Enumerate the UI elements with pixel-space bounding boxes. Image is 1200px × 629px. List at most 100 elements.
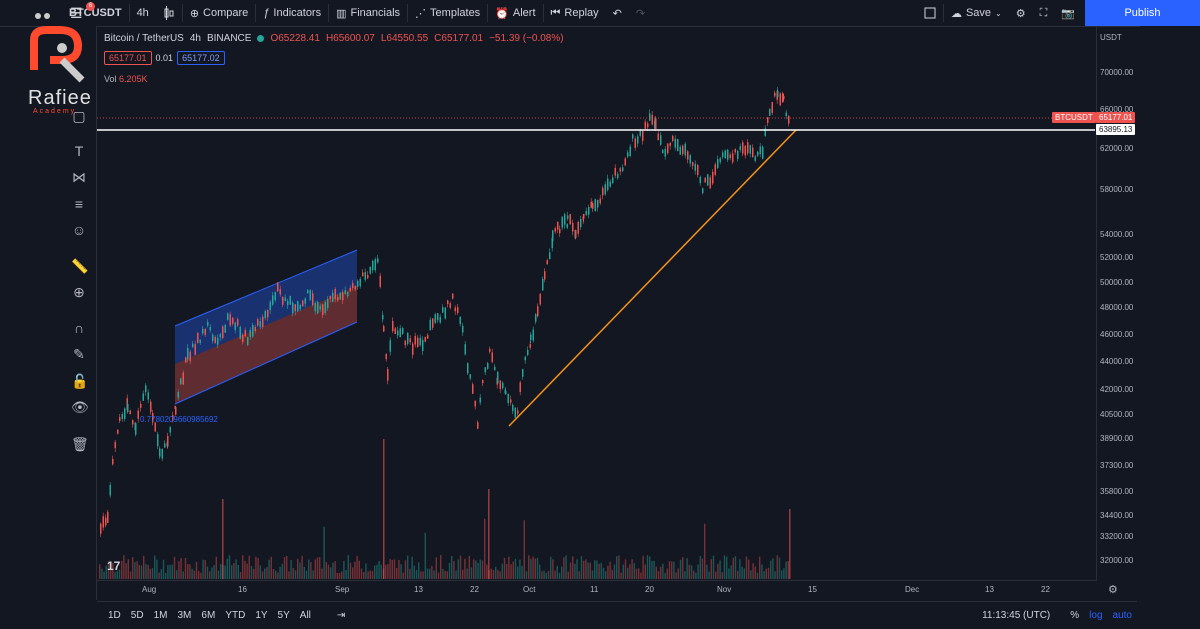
volume-bar (371, 570, 374, 579)
percent-toggle[interactable]: % (1070, 610, 1080, 621)
symbol-search[interactable]: BTCUSDT (62, 0, 129, 26)
interval-button[interactable]: 4h (130, 0, 156, 26)
range-1d[interactable]: 1D (108, 610, 121, 621)
candle-body (535, 314, 537, 322)
volume-bar (424, 532, 426, 579)
eye-icon[interactable]: 👁 (71, 399, 89, 415)
candle-body (479, 397, 481, 403)
candle-body (444, 307, 446, 319)
candle-body (437, 313, 439, 321)
volume-bar (233, 563, 235, 579)
candle-body (314, 303, 316, 312)
indicators-button[interactable]: ƒ Indicators (256, 0, 328, 26)
camera-icon[interactable]: 📷 (1061, 7, 1075, 20)
candle-body (747, 142, 749, 154)
candle-body (654, 120, 656, 129)
replay-button[interactable]: ⏮ Replay (544, 0, 606, 26)
rectangle-tool-icon[interactable]: ▢ (72, 108, 86, 124)
clock[interactable]: 11:13:45 (UTC) (982, 610, 1051, 621)
volume-bar (541, 571, 543, 579)
volume-bar (334, 561, 336, 579)
magnet-icon[interactable]: ∩ (73, 320, 85, 336)
redo-icon[interactable]: ↷ (635, 7, 646, 20)
candle-body (209, 327, 211, 331)
emoji-icon[interactable]: ☺ (71, 222, 87, 238)
range-all[interactable]: All (299, 610, 311, 621)
volume-bar (594, 560, 596, 579)
volume-bar (455, 570, 457, 579)
range-ytd[interactable]: YTD (225, 610, 246, 621)
volume-bar (457, 559, 459, 579)
prediction-tool-icon[interactable]: ≡ (74, 196, 84, 212)
candle-body (274, 292, 276, 300)
range-5d[interactable]: 5D (130, 610, 144, 621)
candle-body (169, 427, 171, 433)
zoom-in-icon[interactable]: ⊕ (73, 284, 85, 300)
candle-body (387, 369, 389, 381)
fullscreen-icon[interactable]: ⛶ (1039, 6, 1048, 19)
time-axis[interactable] (97, 580, 1097, 601)
candle-body (327, 299, 329, 309)
candle-body (602, 187, 604, 196)
candle-body (660, 135, 662, 145)
volume-bar (721, 572, 723, 579)
volume-bar (383, 439, 385, 579)
channel-top-line (174, 249, 358, 327)
volume-bar (737, 571, 739, 579)
candle-body (257, 319, 259, 326)
log-toggle[interactable]: log (1089, 610, 1103, 621)
alert-button[interactable]: ⏰ Alert (488, 0, 542, 26)
candle-body (644, 121, 646, 129)
volume-bar (495, 566, 497, 579)
candle-body (334, 289, 336, 300)
candle-body (284, 297, 286, 302)
volume-bar (435, 557, 437, 579)
text-tool-icon[interactable]: T (74, 143, 84, 159)
price-scale[interactable] (1096, 26, 1141, 580)
financials-button[interactable]: ▥ Financials (329, 0, 407, 26)
candle-body (127, 403, 129, 413)
pattern-tool-icon[interactable]: ⋈ (72, 169, 86, 185)
volume-bar (607, 565, 609, 579)
currency-label[interactable]: USDT (1100, 33, 1122, 42)
candle-body (559, 228, 561, 234)
lock-icon[interactable]: 🔓 (71, 373, 89, 389)
range-6m[interactable]: 6M (201, 610, 216, 621)
candle-body (482, 379, 484, 384)
goto-date-icon[interactable]: ⇥ (336, 610, 346, 621)
menu-icon[interactable]: ☰ (70, 5, 83, 21)
ruler-icon[interactable]: 📏 (71, 258, 89, 274)
candle-body (689, 155, 691, 164)
range-5y[interactable]: 5Y (277, 610, 290, 621)
candle-body (154, 422, 156, 432)
volume-bar (677, 568, 679, 579)
volume-bar (781, 570, 783, 579)
candles-icon[interactable] (156, 0, 182, 26)
templates-button[interactable]: ⋰ Templates (408, 0, 487, 26)
separator (328, 4, 330, 22)
candle-body (704, 177, 706, 183)
compare-button[interactable]: ⊕ Compare (183, 0, 255, 26)
publish-button[interactable]: Publish (1085, 0, 1200, 26)
volume-bar (543, 570, 545, 579)
layout-icon[interactable] (917, 0, 943, 26)
undo-icon[interactable]: ↶ (612, 7, 622, 20)
range-1m[interactable]: 1M (153, 610, 168, 621)
axis-settings-gear-icon[interactable]: ⚙ (1108, 584, 1118, 596)
price-chart[interactable]: 17 (97, 26, 1095, 580)
candle-body (297, 301, 299, 312)
range-3m[interactable]: 3M (177, 610, 192, 621)
candle-body (684, 143, 686, 156)
pencil-lock-icon[interactable]: ✎ (73, 346, 85, 362)
buy-price-button[interactable]: 65177.02 (177, 51, 225, 65)
settings-gear-icon[interactable]: ⚙ (1015, 7, 1026, 20)
save-button[interactable]: ☁ Save ⌄ (944, 0, 1009, 26)
volume-bar (536, 557, 539, 579)
trash-icon[interactable]: 🗑 (71, 436, 89, 452)
sell-price-button[interactable]: 65177.01 (104, 51, 152, 65)
range-1y[interactable]: 1Y (255, 610, 268, 621)
volume-bar (444, 570, 446, 579)
candle-body (546, 260, 548, 265)
auto-toggle[interactable]: auto (1112, 610, 1132, 621)
volume-bar (176, 570, 178, 579)
